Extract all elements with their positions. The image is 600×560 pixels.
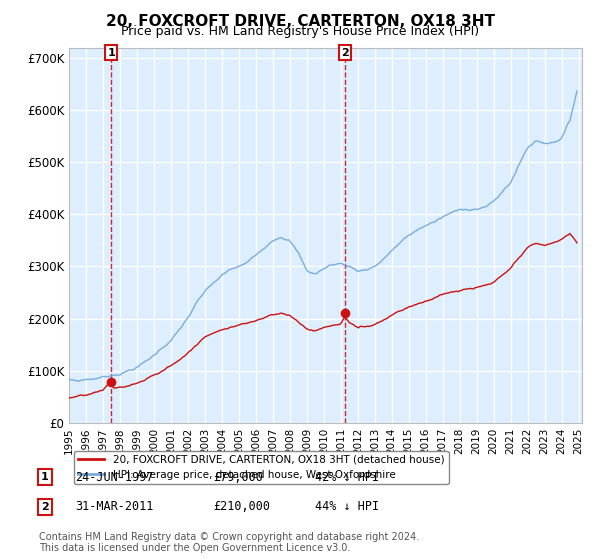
Text: 42% ↓ HPI: 42% ↓ HPI — [315, 470, 379, 484]
Text: 31-MAR-2011: 31-MAR-2011 — [75, 500, 154, 514]
Text: £210,000: £210,000 — [213, 500, 270, 514]
Text: 1: 1 — [107, 48, 115, 58]
Text: 24-JUN-1997: 24-JUN-1997 — [75, 470, 154, 484]
Text: 44% ↓ HPI: 44% ↓ HPI — [315, 500, 379, 514]
Text: £79,000: £79,000 — [213, 470, 263, 484]
Text: 2: 2 — [341, 48, 349, 58]
Text: 2: 2 — [41, 502, 49, 512]
Text: Contains HM Land Registry data © Crown copyright and database right 2024.
This d: Contains HM Land Registry data © Crown c… — [39, 531, 419, 553]
Legend: 20, FOXCROFT DRIVE, CARTERTON, OX18 3HT (detached house), HPI: Average price, de: 20, FOXCROFT DRIVE, CARTERTON, OX18 3HT … — [74, 451, 449, 484]
Text: Price paid vs. HM Land Registry's House Price Index (HPI): Price paid vs. HM Land Registry's House … — [121, 25, 479, 38]
Text: 20, FOXCROFT DRIVE, CARTERTON, OX18 3HT: 20, FOXCROFT DRIVE, CARTERTON, OX18 3HT — [106, 14, 494, 29]
Text: 1: 1 — [41, 472, 49, 482]
